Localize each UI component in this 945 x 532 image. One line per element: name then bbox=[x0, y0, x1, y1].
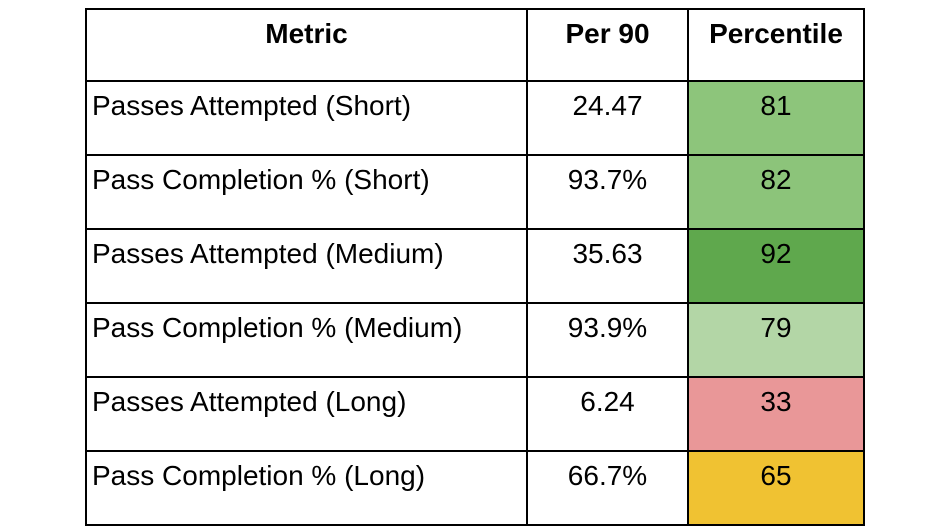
per90-cell: 24.47 bbox=[526, 80, 689, 156]
metric-cell: Passes Attempted (Short) bbox=[85, 80, 528, 156]
per90-cell: 66.7% bbox=[526, 450, 689, 526]
metric-cell: Passes Attempted (Long) bbox=[85, 376, 528, 452]
table-row: Pass Completion % (Short) 93.7% 82 bbox=[85, 154, 865, 230]
column-header-per90: Per 90 bbox=[526, 8, 689, 82]
table-row: Passes Attempted (Short) 24.47 81 bbox=[85, 80, 865, 156]
per90-cell: 35.63 bbox=[526, 228, 689, 304]
percentile-cell: 33 bbox=[687, 376, 865, 452]
table-row: Pass Completion % (Medium) 93.9% 79 bbox=[85, 302, 865, 378]
table-row: Pass Completion % (Long) 66.7% 65 bbox=[85, 450, 865, 526]
table-row: Passes Attempted (Medium) 35.63 92 bbox=[85, 228, 865, 304]
metric-cell: Pass Completion % (Short) bbox=[85, 154, 528, 230]
percentile-cell: 79 bbox=[687, 302, 865, 378]
metric-cell: Pass Completion % (Long) bbox=[85, 450, 528, 526]
column-header-metric: Metric bbox=[85, 8, 528, 82]
percentile-cell: 65 bbox=[687, 450, 865, 526]
table-row: Passes Attempted (Long) 6.24 33 bbox=[85, 376, 865, 452]
table-header-row: Metric Per 90 Percentile bbox=[85, 8, 865, 82]
percentile-cell: 92 bbox=[687, 228, 865, 304]
percentile-cell: 81 bbox=[687, 80, 865, 156]
per90-cell: 93.7% bbox=[526, 154, 689, 230]
metric-cell: Pass Completion % (Medium) bbox=[85, 302, 528, 378]
column-header-percentile: Percentile bbox=[687, 8, 865, 82]
per90-cell: 93.9% bbox=[526, 302, 689, 378]
passing-stats-table: Metric Per 90 Percentile Passes Attempte… bbox=[85, 8, 865, 526]
percentile-cell: 82 bbox=[687, 154, 865, 230]
metric-cell: Passes Attempted (Medium) bbox=[85, 228, 528, 304]
per90-cell: 6.24 bbox=[526, 376, 689, 452]
